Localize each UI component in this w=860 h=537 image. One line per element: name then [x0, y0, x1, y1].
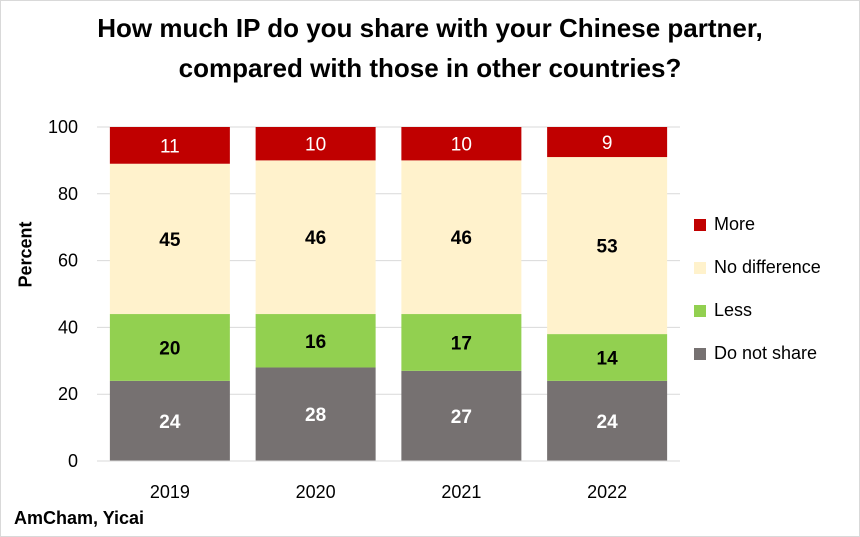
chart-legend: More No difference Less Do not share	[694, 203, 821, 375]
bar-segment	[109, 314, 230, 381]
bar-segment	[547, 157, 668, 335]
data-label: 46	[451, 228, 472, 249]
legend-item: No difference	[694, 246, 821, 289]
bar-segment	[109, 127, 230, 164]
y-tick-label: 20	[58, 384, 78, 404]
y-tick-label: 80	[58, 184, 78, 204]
data-label: 9	[602, 133, 613, 154]
data-label: 53	[597, 237, 618, 258]
legend-item: Do not share	[694, 332, 821, 375]
data-label: 28	[305, 405, 326, 426]
x-tick-label: 2020	[296, 482, 336, 502]
legend-swatch	[694, 347, 706, 360]
bar-segment	[401, 314, 522, 371]
data-label: 11	[160, 136, 180, 157]
legend-item: Less	[694, 289, 821, 332]
legend-item: More	[694, 203, 821, 246]
y-tick-label: 40	[58, 317, 78, 337]
y-tick-label: 100	[48, 117, 78, 137]
bar-segment	[547, 380, 668, 461]
bar-segment	[109, 380, 230, 461]
legend-swatch	[694, 304, 706, 317]
x-tick-label: 2019	[150, 482, 190, 502]
legend-label: More	[714, 214, 756, 234]
bar-segment	[401, 160, 522, 315]
source-note: AmCham, Yicai	[14, 508, 145, 528]
y-tick-label: 0	[68, 451, 78, 471]
legend-swatch	[694, 218, 706, 231]
x-tick-label: 2021	[441, 482, 481, 502]
data-label: 20	[159, 338, 180, 359]
data-label: 10	[305, 135, 326, 156]
bar-segment	[255, 160, 376, 315]
legend-label: Less	[714, 300, 753, 320]
bar-segment	[547, 334, 668, 381]
bar-segment	[547, 127, 668, 158]
data-label: 46	[305, 228, 326, 249]
bar-segment	[109, 163, 230, 315]
legend-label: No difference	[714, 257, 821, 277]
data-label: 24	[597, 412, 619, 433]
bar-segment	[255, 367, 376, 461]
data-label: 16	[305, 332, 326, 353]
data-label: 27	[451, 407, 472, 428]
legend-label: Do not share	[714, 343, 818, 363]
data-label: 24	[159, 412, 181, 433]
bar-segment	[401, 370, 522, 461]
bar-segment	[255, 127, 376, 161]
legend-swatch	[694, 261, 706, 274]
bar-segment	[401, 127, 522, 161]
chart-title: How much IP do you share with your Chine…	[97, 13, 763, 83]
data-label: 17	[451, 333, 472, 354]
y-tick-label: 60	[58, 251, 78, 271]
data-label: 10	[451, 135, 472, 156]
data-label: 14	[597, 348, 619, 369]
bar-segment	[255, 314, 376, 368]
data-label: 45	[159, 230, 181, 251]
x-tick-label: 2022	[587, 482, 627, 502]
